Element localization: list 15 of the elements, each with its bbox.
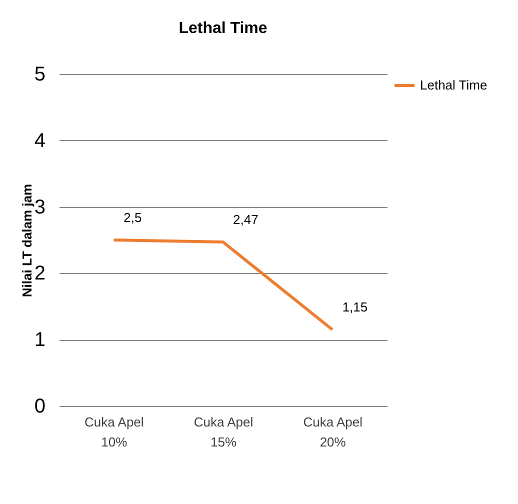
data-label: 2,5 [124,210,142,225]
chart-title: Lethal Time [178,20,268,37]
x-tick-label: Cuka Apel 15% [194,414,254,450]
y-axis-title: Nilai LT dalam jam [19,184,34,298]
y-tick-label: 5 [34,64,46,86]
x-tick-label: Cuka Apel 10% [84,414,144,450]
y-tick-label: 1 [34,329,46,352]
y-tick-label: 0 [34,396,46,418]
legend-label: Lethal Time [420,78,488,92]
x-tick-label: Cuka Apel 20% [303,414,363,450]
y-tick-label: 4 [34,130,46,152]
y-tick-label: 3 [34,196,46,218]
data-label: 1,15 [342,300,368,315]
data-label: 2,47 [233,212,258,227]
y-tick-label: 2 [34,262,46,285]
